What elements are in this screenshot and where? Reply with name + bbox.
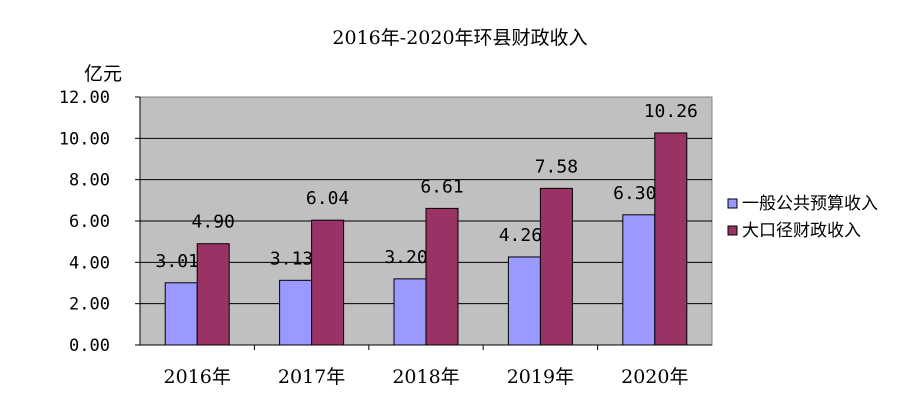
y-tick-label: 4.00 bbox=[69, 253, 110, 273]
y-tick-label: 0.00 bbox=[69, 336, 110, 356]
y-tick-label: 12.00 bbox=[59, 88, 110, 108]
data-label: 6.61 bbox=[420, 176, 463, 197]
y-tick-label: 6.00 bbox=[69, 212, 110, 232]
legend-swatch bbox=[727, 225, 738, 236]
legend-label: 大口径财政收入 bbox=[742, 221, 861, 241]
data-labels: 3.01 4.90 3.13 6.04 3.20 6.61 4.26 7.58 6.30 10.2… bbox=[156, 101, 698, 272]
bar bbox=[654, 132, 688, 346]
data-label: 4.26 bbox=[499, 225, 542, 246]
data-label: 3.20 bbox=[384, 247, 427, 268]
bar bbox=[622, 214, 656, 346]
x-category-label: 2017年 bbox=[278, 366, 345, 388]
bars bbox=[164, 132, 688, 346]
data-label: 10.26 bbox=[644, 101, 698, 122]
bar bbox=[507, 256, 541, 346]
bar bbox=[164, 282, 198, 346]
y-axis-unit-label: 亿元 bbox=[84, 63, 122, 85]
data-label: 7.58 bbox=[535, 156, 578, 177]
data-label: 3.01 bbox=[156, 251, 199, 272]
y-axis-ticks: 0.00 2.00 4.00 6.00 8.00 10.00 12.00 bbox=[59, 88, 140, 356]
y-tick-label: 2.00 bbox=[69, 295, 110, 315]
chart-title: 2016年-2020年环县财政收入 bbox=[332, 27, 587, 49]
x-category-label: 2016年 bbox=[164, 366, 231, 388]
legend-swatch bbox=[727, 198, 738, 209]
bar bbox=[539, 187, 573, 346]
bar bbox=[425, 207, 459, 346]
data-label: 6.04 bbox=[306, 188, 349, 209]
x-category-label: 2019年 bbox=[507, 366, 574, 388]
y-tick-label: 10.00 bbox=[59, 129, 110, 149]
legend-label: 一般公共预算收入 bbox=[742, 194, 878, 214]
data-label: 3.13 bbox=[270, 248, 313, 269]
y-tick-label: 8.00 bbox=[69, 171, 110, 191]
x-axis-categories: 2016年 2017年 2018年 2019年 2020年 bbox=[164, 345, 688, 388]
bar bbox=[196, 243, 230, 346]
data-label: 6.30 bbox=[613, 183, 656, 204]
bar bbox=[279, 279, 313, 346]
data-label: 4.90 bbox=[192, 212, 235, 233]
bar bbox=[311, 219, 345, 346]
x-category-label: 2020年 bbox=[621, 366, 688, 388]
bar bbox=[393, 278, 427, 346]
x-category-label: 2018年 bbox=[392, 366, 459, 388]
